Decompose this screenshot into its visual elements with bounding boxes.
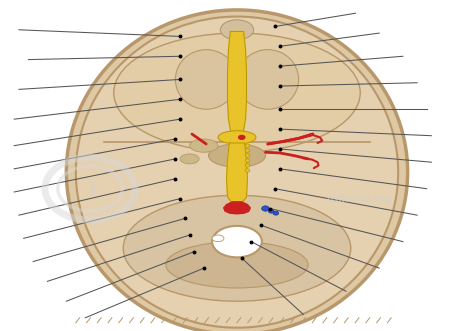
Circle shape (245, 169, 250, 172)
Ellipse shape (114, 33, 360, 152)
Text: i: i (90, 181, 95, 199)
Ellipse shape (218, 131, 256, 144)
Polygon shape (228, 31, 246, 132)
Ellipse shape (212, 235, 224, 242)
Ellipse shape (123, 195, 351, 301)
Ellipse shape (76, 17, 398, 328)
Ellipse shape (190, 139, 218, 152)
Ellipse shape (66, 10, 408, 331)
Ellipse shape (212, 226, 262, 258)
Ellipse shape (166, 242, 308, 288)
Text: osmosis.org: osmosis.org (327, 194, 393, 204)
Circle shape (245, 154, 250, 157)
Circle shape (238, 135, 246, 140)
Circle shape (268, 209, 274, 213)
Polygon shape (224, 202, 250, 214)
Ellipse shape (220, 20, 254, 40)
Polygon shape (227, 143, 247, 202)
Circle shape (273, 211, 279, 215)
Circle shape (245, 164, 250, 167)
Ellipse shape (209, 144, 265, 167)
Circle shape (245, 159, 250, 162)
Ellipse shape (237, 50, 299, 109)
Ellipse shape (180, 154, 199, 164)
Ellipse shape (175, 50, 237, 109)
Circle shape (245, 144, 250, 147)
Circle shape (262, 206, 269, 211)
Circle shape (245, 149, 250, 152)
